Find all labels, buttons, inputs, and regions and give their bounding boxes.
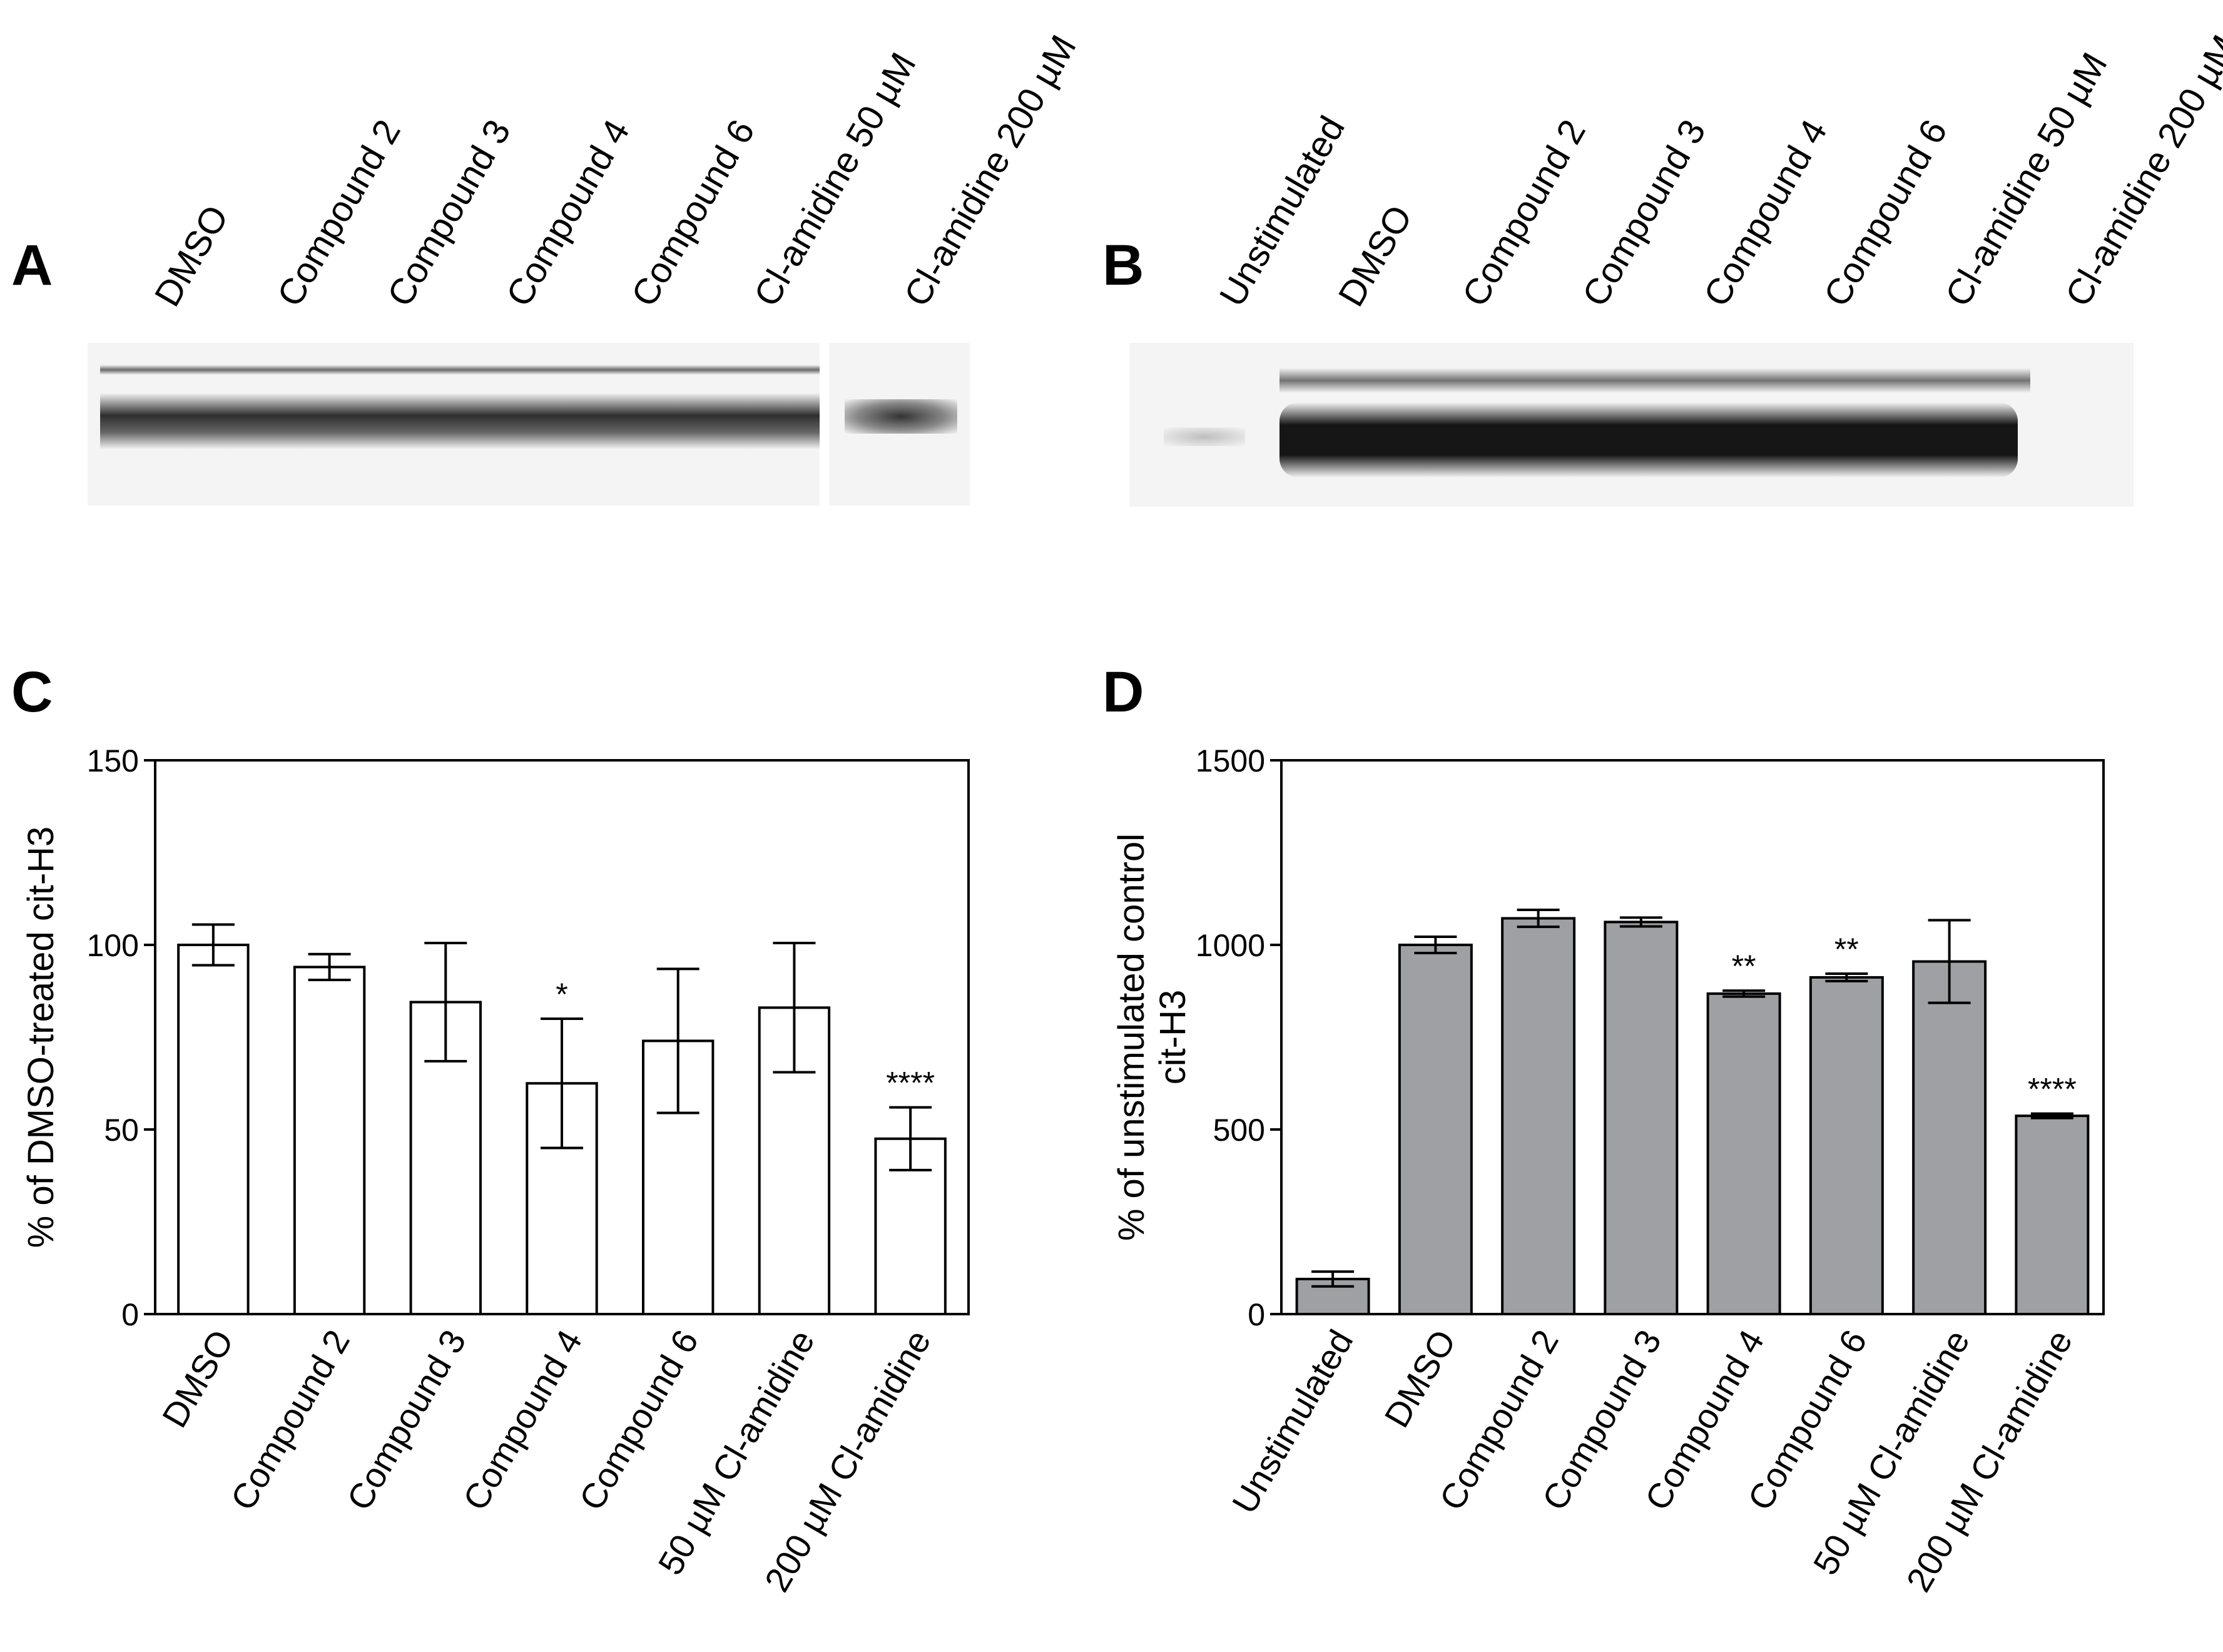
- x-tick-label-0: Unstimulated: [1224, 1323, 1361, 1521]
- blot-band-a-right: [845, 399, 957, 434]
- y-tick-label: 1000: [1196, 928, 1265, 963]
- x-tick-label-1: Compound 2: [223, 1323, 357, 1517]
- western-blot-image-b: [1129, 343, 2134, 507]
- x-tick-label-2: Compound 3: [339, 1323, 474, 1517]
- y-axis-label-line: cit-H3: [1152, 990, 1193, 1084]
- y-tick-label: 0: [1248, 1297, 1265, 1332]
- y-tick-label: 1500: [1196, 743, 1265, 778]
- bar-0: [177, 944, 250, 1315]
- significance-label-3: *: [556, 977, 567, 1012]
- bar-2: [1501, 917, 1576, 1315]
- y-tick-label: 100: [87, 928, 139, 963]
- x-tick-label-0: DMSO: [155, 1323, 242, 1434]
- x-tick-label-1: DMSO: [1376, 1323, 1463, 1434]
- western-blot-image-a: [88, 343, 820, 506]
- bar-4: [1706, 992, 1781, 1315]
- bar-2: [409, 1001, 482, 1315]
- y-tick-label: 50: [104, 1113, 139, 1148]
- y-axis-label-line: % of unstimulated control: [1111, 834, 1152, 1241]
- western-blot-image-a-right: [829, 343, 970, 506]
- panel-letter-b: B: [1102, 233, 1144, 297]
- blot-band-row-upper-a: [100, 365, 820, 375]
- bar-1: [293, 966, 366, 1315]
- blot-band-row-upper-b: [1279, 368, 2030, 393]
- panel-letter-c: C: [11, 660, 53, 724]
- x-tick-label-3: Compound 4: [455, 1323, 589, 1517]
- significance-label-7: ****: [2028, 1072, 2077, 1107]
- panel-letter-d: D: [1102, 660, 1144, 724]
- x-tick-label-4: Compound 6: [571, 1323, 706, 1517]
- bar-7: [2015, 1114, 2090, 1316]
- blot-band-row-lower-b: [1279, 402, 2018, 477]
- blot-band-unstimulated-b: [1164, 427, 1245, 446]
- y-tick-label: 150: [87, 743, 139, 778]
- plot-frame: [1280, 759, 2105, 1315]
- y-axis-label: % of unstimulated controlcit-H3: [1111, 834, 1193, 1241]
- significance-label-5: **: [1834, 932, 1859, 967]
- blot-band-row-lower-a: [100, 393, 820, 449]
- bar-5: [1809, 976, 1884, 1316]
- y-tick-label: 0: [121, 1297, 139, 1332]
- panel-letter-a: A: [11, 233, 53, 297]
- y-tick-label: 500: [1213, 1113, 1265, 1148]
- bar-1: [1398, 944, 1473, 1315]
- significance-label-6: ****: [886, 1066, 935, 1101]
- chart-d: 0 500 1000 1500 % of unstimulated controlcit…: [1111, 743, 2105, 1598]
- bar-6: [1912, 960, 1987, 1316]
- y-axis-label: % of DMSO-treated cit-H3: [21, 827, 61, 1248]
- significance-label-4: **: [1732, 949, 1756, 984]
- bar-3: [1604, 920, 1679, 1316]
